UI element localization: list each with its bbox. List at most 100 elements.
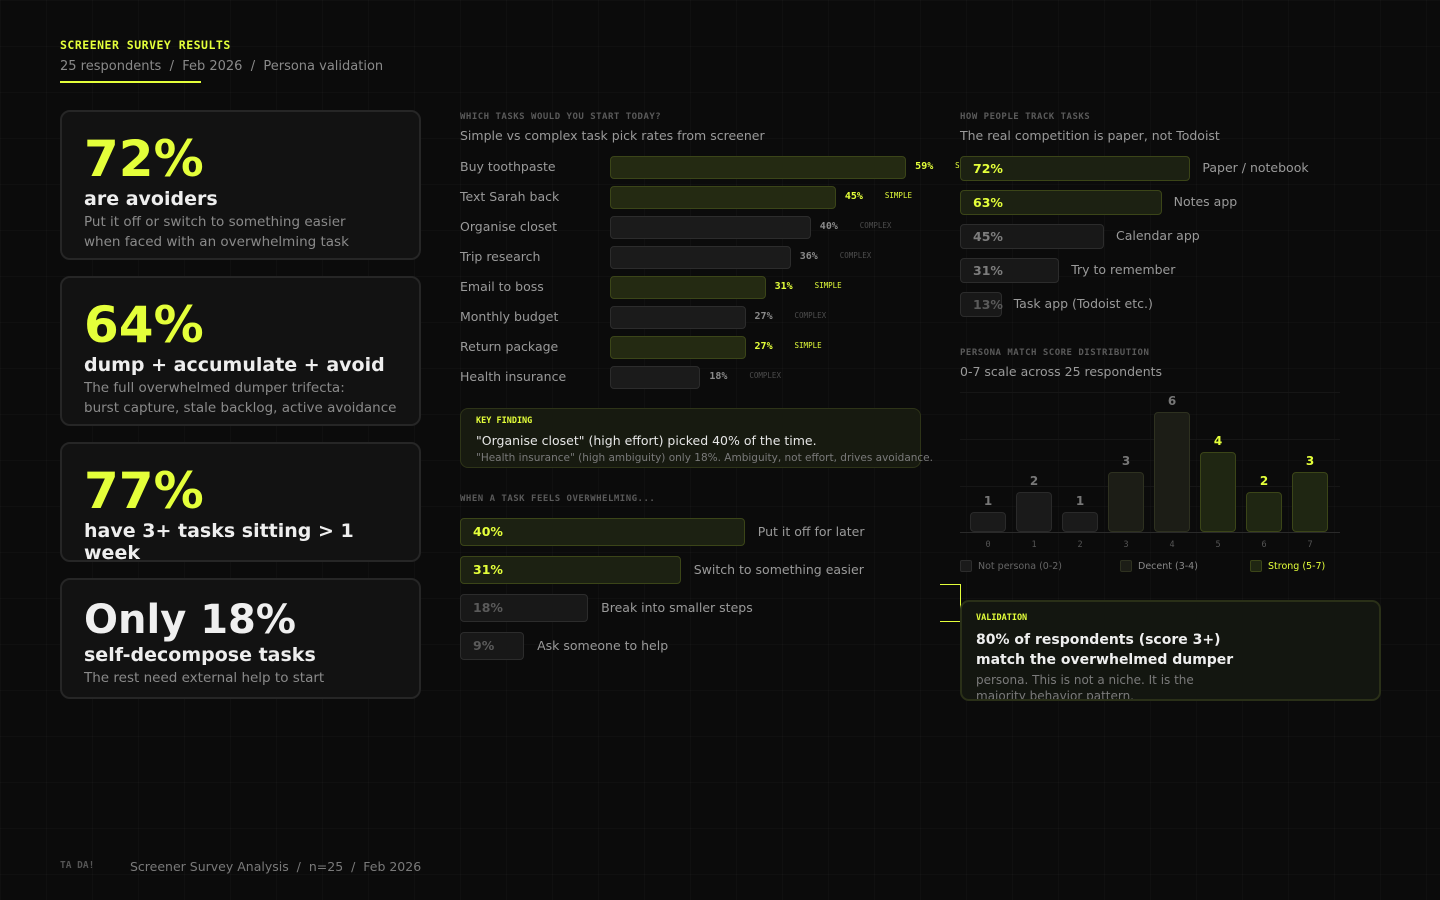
legend-item: Not persona (0-2) — [960, 560, 1062, 572]
overwhelm-bar: 31% — [460, 556, 681, 584]
task-percent: 40% — [819, 221, 838, 232]
legend-label: Strong (5-7) — [1268, 560, 1326, 572]
x-tick-label: 5 — [1215, 540, 1221, 550]
overwhelm-label: Switch to something easier — [693, 562, 864, 577]
histogram-bar — [1292, 472, 1328, 532]
histogram-bar — [1154, 412, 1190, 532]
key-finding-note: "Health insurance" (high ambiguity) only… — [476, 452, 933, 464]
task-percent: 31% — [774, 281, 793, 292]
task-bar — [610, 366, 701, 389]
task-label: Buy toothpaste — [460, 159, 556, 174]
tasks-subtitle: Simple vs complex task pick rates from s… — [460, 128, 765, 143]
stat-value: 72% — [84, 130, 204, 188]
validation-body-2: majority behavior pattern. — [976, 689, 1134, 701]
stat-card: Only 18% self-decompose tasks The rest nee… — [60, 578, 421, 699]
tracking-label: Paper / notebook — [1202, 160, 1309, 175]
stat-headline: dump + accumulate + avoid — [84, 354, 385, 376]
tracking-bar: 72% — [960, 156, 1191, 181]
task-label: Text Sarah back — [460, 189, 560, 204]
task-type-tag: SIMPLE — [814, 281, 842, 290]
task-bar — [610, 216, 811, 239]
key-finding-label: KEY FINDING — [476, 416, 533, 426]
task-label: Organise closet — [460, 219, 558, 234]
key-finding-main: "Organise closet" (high effort) picked 4… — [476, 433, 817, 448]
task-percent: 27% — [754, 311, 773, 322]
histogram-subtitle: 0-7 scale across 25 respondents — [960, 364, 1163, 379]
stat-description: Put it off or switch to something easier — [84, 214, 346, 230]
task-bar — [610, 336, 746, 359]
task-type-tag: COMPLEX — [794, 311, 827, 320]
stat-headline: have 3+ tasks sitting > 1 week — [84, 520, 354, 564]
tracking-bar: 13% — [960, 292, 1003, 317]
validation-headline-1: 80% of respondents (score 3+) — [976, 632, 1221, 648]
histogram-kicker: PERSONA MATCH SCORE DISTRIBUTION — [960, 348, 1150, 358]
validation-headline-2: match the overwhelmed dumper — [976, 652, 1234, 668]
task-label: Return package — [460, 339, 559, 354]
histogram-value-label: 3 — [1305, 454, 1315, 468]
task-bar — [610, 156, 907, 179]
overwhelm-label: Ask someone to help — [537, 638, 669, 653]
tracking-kicker: HOW PEOPLE TRACK TASKS — [960, 112, 1091, 122]
task-label: Email to boss — [460, 279, 544, 294]
legend-swatch — [1120, 560, 1132, 572]
histogram-bar — [1200, 452, 1236, 532]
stat-description: burst capture, stale backlog, active avo… — [84, 400, 397, 416]
task-percent: 36% — [799, 251, 818, 262]
x-axis — [960, 532, 1340, 533]
x-tick-label: 2 — [1077, 540, 1083, 550]
overwhelm-bar: 40% — [460, 518, 745, 546]
grid-line — [960, 486, 1340, 487]
tasks-kicker: WHICH TASKS WOULD YOU START TODAY? — [460, 112, 662, 122]
tracking-label: Try to remember — [1071, 262, 1176, 277]
legend-item: Strong (5-7) — [1250, 560, 1325, 572]
task-label: Monthly budget — [460, 309, 559, 324]
histogram-value-label: 6 — [1167, 394, 1177, 408]
task-type-tag: COMPLEX — [839, 251, 872, 260]
stat-description: when faced with an overwhelming task — [84, 234, 349, 250]
histogram-bar — [970, 512, 1006, 532]
stat-headline: self-decompose tasks — [84, 644, 316, 666]
task-bar — [610, 276, 766, 299]
validation-card: VALIDATION 80% of respondents (score 3+)… — [960, 600, 1381, 701]
stat-headline: are avoiders — [84, 188, 218, 210]
stat-description: The rest need external help to start — [84, 670, 325, 686]
task-percent: 59% — [915, 161, 934, 172]
task-percent: 45% — [844, 191, 863, 202]
overwhelm-bar: 18% — [460, 594, 589, 622]
task-pick-chart: Buy toothpaste 59% SIMPLE Text Sarah back 45… — [0, 0, 960, 400]
histogram-value-label: 2 — [1029, 474, 1039, 488]
task-bar — [610, 186, 836, 209]
overwhelm-label: Break into smaller steps — [601, 600, 753, 615]
task-type-tag: SIMPLE — [794, 341, 822, 350]
task-bar — [610, 246, 791, 269]
footer-meta: Screener Survey Analysis / n=25 / Feb 20… — [130, 859, 422, 874]
x-tick-label: 3 — [1123, 540, 1129, 550]
tracking-label: Calendar app — [1116, 228, 1200, 243]
bracket-decoration — [940, 584, 961, 622]
header-meta: 25 respondents / Feb 2026 / Persona vali… — [60, 59, 384, 74]
tracking-bar: 45% — [960, 224, 1104, 249]
task-type-tag: COMPLEX — [749, 371, 781, 380]
x-tick-label: 1 — [1031, 540, 1037, 550]
tracking-subtitle: The real competition is paper, not Todoi… — [960, 128, 1220, 143]
tracking-label: Notes app — [1173, 194, 1238, 209]
overwhelm-label: Put it off for later — [757, 524, 865, 539]
task-label: Trip research — [460, 249, 541, 264]
overwhelm-bar: 9% — [460, 632, 525, 660]
histogram-bar — [1246, 492, 1282, 532]
task-percent: 27% — [754, 341, 773, 352]
overwhelm-kicker: WHEN A TASK FEELS OVERWHELMING... — [460, 494, 656, 504]
x-tick-label: 4 — [1169, 540, 1175, 550]
histogram-bar — [1016, 492, 1052, 532]
x-tick-label: 6 — [1261, 540, 1267, 550]
legend-label: Decent (3-4) — [1138, 560, 1198, 572]
histogram-bar — [1062, 512, 1098, 532]
grid-line — [960, 392, 1340, 393]
tracking-bar: 63% — [960, 190, 1162, 215]
task-label: Health insurance — [460, 369, 567, 384]
histogram-value-label: 2 — [1259, 474, 1269, 488]
histogram-value-label: 1 — [1075, 494, 1085, 508]
footer-brand: TA DA! — [60, 860, 95, 871]
task-type-tag: SIMPLE — [884, 191, 912, 200]
validation-label: VALIDATION — [976, 613, 1028, 623]
